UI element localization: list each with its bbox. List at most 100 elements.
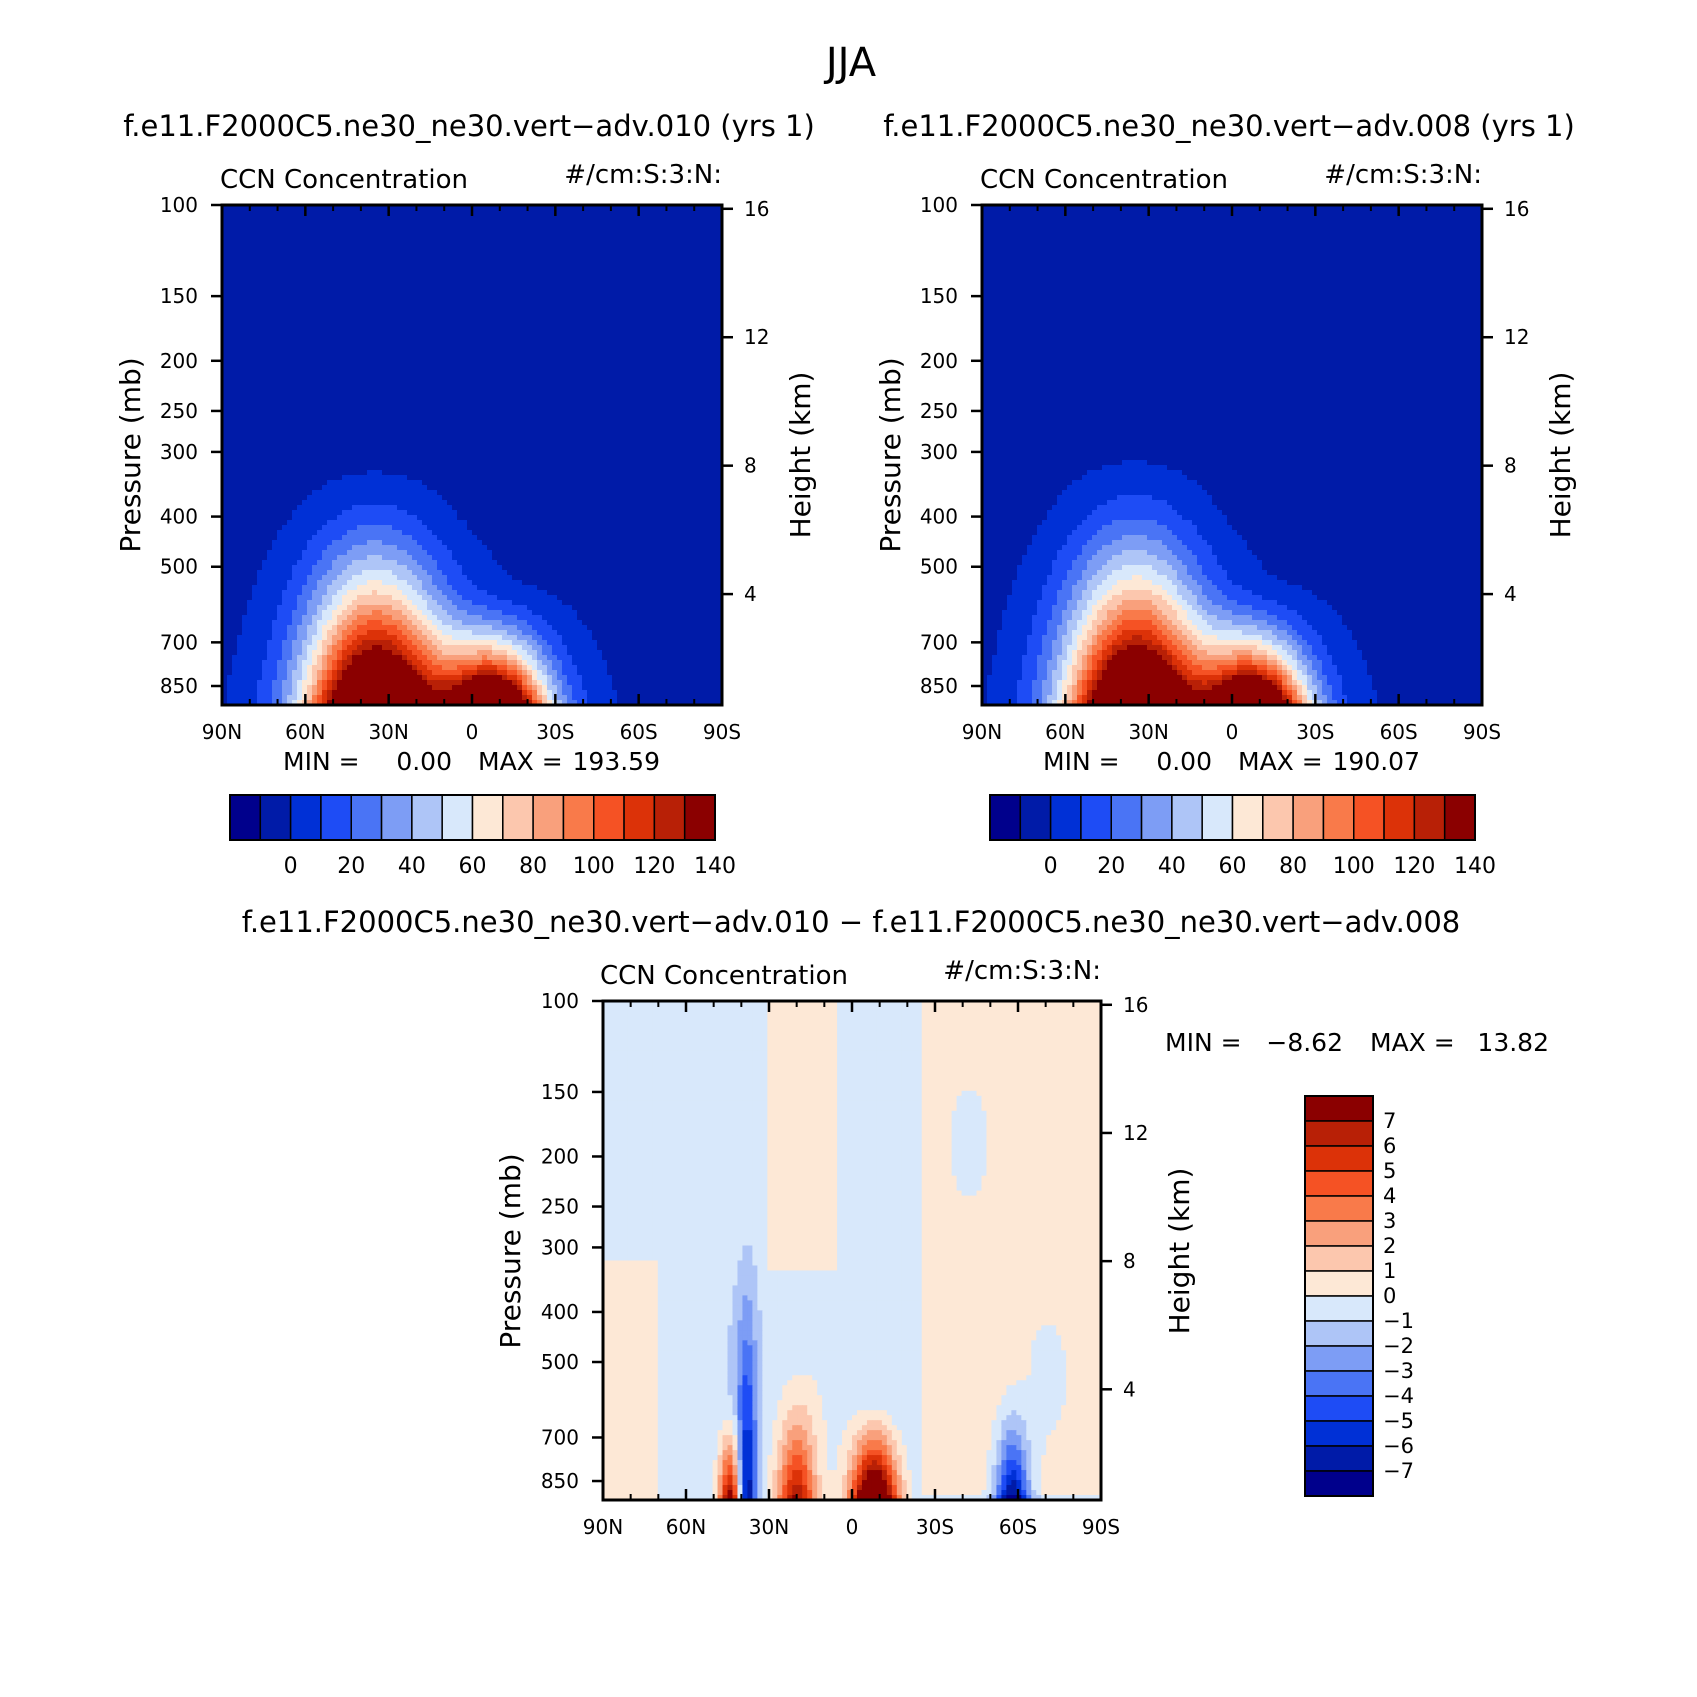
field-cell	[482, 245, 488, 251]
field-cell	[237, 290, 243, 296]
field-cell	[267, 400, 273, 406]
field-cell	[252, 440, 258, 446]
field-cell	[512, 415, 518, 421]
field-cell	[522, 420, 528, 426]
field-cell	[607, 425, 613, 431]
field-cell	[432, 415, 438, 421]
field-cell	[592, 300, 598, 306]
field-cell	[417, 400, 423, 406]
field-cell	[347, 305, 353, 311]
field-cell	[527, 285, 533, 291]
field-cell	[607, 410, 613, 416]
field-cell	[292, 290, 298, 296]
field-cell	[587, 295, 593, 301]
field-cell	[687, 345, 693, 351]
field-cell	[362, 235, 368, 241]
field-cell	[327, 210, 333, 216]
field-cell	[337, 205, 343, 211]
field-cell	[252, 415, 258, 421]
field-cell	[567, 360, 573, 366]
field-cell	[662, 245, 668, 251]
field-cell	[437, 255, 443, 261]
field-cell	[247, 400, 253, 406]
field-cell	[597, 415, 603, 421]
field-cell	[457, 315, 463, 321]
field-cell	[517, 295, 523, 301]
field-cell	[397, 380, 403, 386]
field-cell	[667, 265, 673, 271]
field-cell	[497, 270, 503, 276]
field-cell	[507, 345, 513, 351]
field-cell	[542, 240, 548, 246]
field-cell	[712, 270, 718, 276]
field-cell	[417, 395, 423, 401]
field-cell	[432, 215, 438, 221]
field-cell	[672, 220, 678, 226]
field-cell	[372, 220, 378, 226]
field-cell	[462, 245, 468, 251]
field-cell	[542, 265, 548, 271]
field-cell	[417, 360, 423, 366]
field-cell	[427, 235, 433, 241]
field-cell	[317, 425, 323, 431]
field-cell	[287, 270, 293, 276]
field-cell	[542, 350, 548, 356]
field-cell	[422, 230, 428, 236]
field-cell	[432, 425, 438, 431]
field-cell	[527, 405, 533, 411]
field-cell	[422, 215, 428, 221]
field-cell	[492, 395, 498, 401]
field-cell	[542, 330, 548, 336]
field-cell	[707, 365, 713, 371]
field-cell	[347, 205, 353, 211]
field-cell	[432, 365, 438, 371]
field-cell	[372, 295, 378, 301]
field-cell	[507, 350, 513, 356]
field-cell	[262, 315, 268, 321]
field-cell	[232, 440, 238, 446]
field-cell	[432, 245, 438, 251]
field-cell	[607, 355, 613, 361]
field-cell	[257, 440, 263, 446]
field-cell	[387, 275, 393, 281]
field-cell	[617, 320, 623, 326]
field-cell	[562, 385, 568, 391]
field-cell	[477, 255, 483, 261]
field-cell	[482, 450, 488, 456]
field-cell	[637, 260, 643, 266]
field-cell	[242, 340, 248, 346]
field-cell	[687, 235, 693, 241]
field-cell	[587, 225, 593, 231]
field-cell	[432, 205, 438, 211]
field-cell	[282, 290, 288, 296]
field-cell	[697, 355, 703, 361]
field-cell	[307, 245, 313, 251]
field-cell	[602, 395, 608, 401]
field-cell	[707, 405, 713, 411]
field-cell	[342, 220, 348, 226]
field-cell	[627, 355, 633, 361]
field-cell	[332, 315, 338, 321]
field-cell	[287, 350, 293, 356]
field-cell	[507, 305, 513, 311]
field-cell	[537, 380, 543, 386]
field-cell	[352, 310, 358, 316]
field-cell	[317, 210, 323, 216]
field-cell	[527, 265, 533, 271]
field-cell	[482, 270, 488, 276]
field-cell	[582, 390, 588, 396]
field-cell	[667, 435, 673, 441]
field-cell	[247, 380, 253, 386]
field-cell	[262, 300, 268, 306]
field-cell	[357, 370, 363, 376]
field-cell	[282, 440, 288, 446]
field-cell	[577, 240, 583, 246]
field-cell	[602, 220, 608, 226]
field-cell	[507, 330, 513, 336]
field-cell	[282, 275, 288, 281]
field-cell	[552, 260, 558, 266]
field-cell	[432, 350, 438, 356]
field-cell	[457, 255, 463, 261]
field-cell	[522, 395, 528, 401]
field-cell	[417, 415, 423, 421]
